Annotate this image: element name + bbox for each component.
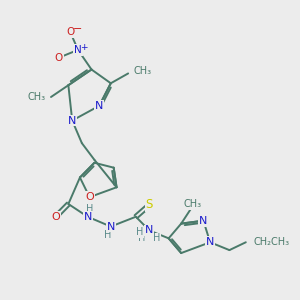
Text: N: N <box>206 237 214 247</box>
Text: +: + <box>80 44 88 52</box>
Text: O: O <box>51 212 60 222</box>
Text: O: O <box>55 53 63 63</box>
Text: N: N <box>106 222 115 232</box>
Text: O: O <box>85 192 94 202</box>
Text: H: H <box>153 233 161 243</box>
Text: CH₃: CH₃ <box>134 67 152 76</box>
Text: H: H <box>136 227 143 237</box>
Text: N: N <box>83 212 92 222</box>
Text: N: N <box>68 116 76 126</box>
Text: H: H <box>138 233 145 243</box>
Text: CH₃: CH₃ <box>184 199 202 209</box>
Text: N: N <box>199 216 208 226</box>
Text: S: S <box>146 199 153 212</box>
Text: H: H <box>86 204 93 214</box>
Text: N: N <box>74 45 82 55</box>
Text: CH₂CH₃: CH₂CH₃ <box>254 237 290 247</box>
Text: O: O <box>66 27 74 37</box>
Text: CH₃: CH₃ <box>27 92 45 102</box>
Text: N: N <box>145 226 154 236</box>
Text: −: − <box>72 24 82 34</box>
Text: N: N <box>95 101 103 111</box>
Text: N: N <box>145 226 154 236</box>
Text: H: H <box>104 230 112 240</box>
